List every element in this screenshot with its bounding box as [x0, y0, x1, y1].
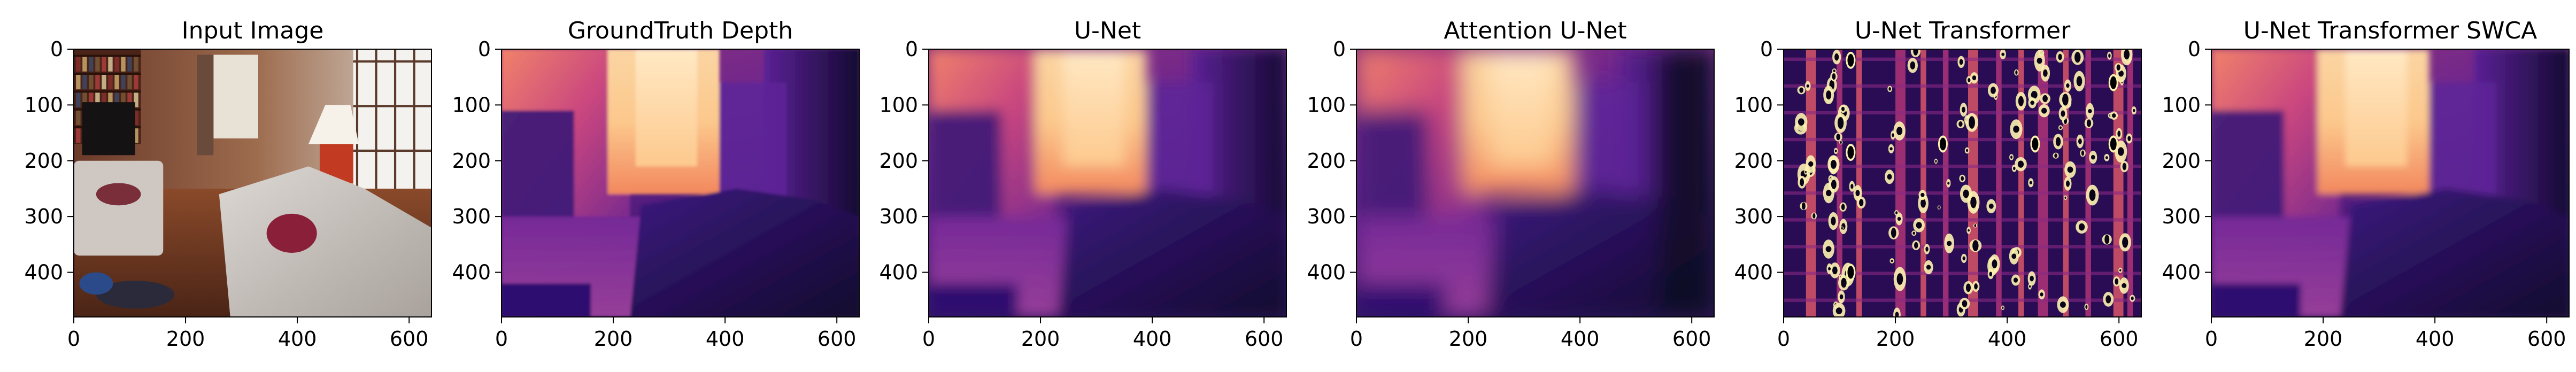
- y-tick-label: 400: [1734, 261, 1773, 284]
- y-tick-label: 400: [2162, 261, 2201, 284]
- panel-title: U-Net: [1074, 17, 1141, 44]
- x-tick-label: 0: [2205, 327, 2218, 351]
- x-tick-label: 400: [1988, 327, 2027, 351]
- x-tick-label: 0: [1777, 327, 1790, 351]
- panel-image: [929, 49, 1286, 317]
- y-tick-label: 0: [905, 37, 918, 61]
- x-tick-label: 400: [278, 327, 317, 351]
- axes-frame: [1783, 49, 2142, 317]
- axes-frame: [73, 49, 432, 317]
- panel-title: Input Image: [182, 17, 324, 44]
- x-tick-label: 0: [67, 327, 80, 351]
- y-tick-label: 300: [879, 205, 918, 228]
- x-tick-label: 0: [495, 327, 508, 351]
- axes-frame: [2211, 49, 2570, 317]
- y-tick-label: 300: [2162, 205, 2201, 228]
- x-tick-label: 0: [1350, 327, 1363, 351]
- y-tick-label: 100: [1307, 93, 1346, 117]
- y-tick-label: 100: [879, 93, 918, 117]
- y-tick-label: 100: [2162, 93, 2201, 117]
- panel-0: Input Image 0 200 400 600 0 100 200 300 400: [24, 17, 432, 351]
- y-tick-label: 0: [50, 37, 63, 61]
- y-tick-label: 200: [452, 149, 491, 173]
- panel-title: U-Net Transformer: [1855, 17, 2071, 44]
- x-tick-label: 200: [1021, 327, 1060, 351]
- panel-4: U-Net Transformer 0 200 400 600 0 100 200 300 400: [1734, 17, 2142, 351]
- x-tick-label: 600: [817, 327, 857, 351]
- panel-image: [74, 49, 431, 317]
- panel-3: Attention U-Net 0 200 400 600 0 100 200 300 400: [1307, 17, 1715, 351]
- x-tick-label: 200: [1876, 327, 1915, 351]
- x-tick-label: 200: [1449, 327, 1488, 351]
- axes-frame: [1356, 49, 1715, 317]
- y-tick-label: 200: [1307, 149, 1346, 173]
- axes-frame: [501, 49, 860, 317]
- x-tick-label: 200: [2304, 327, 2343, 351]
- y-tick-label: 0: [1333, 37, 1346, 61]
- panel-1: GroundTruth Depth 0 200 400 600 0 100 200 300 400: [452, 17, 860, 351]
- y-tick-label: 200: [1734, 149, 1773, 173]
- y-tick-label: 0: [478, 37, 491, 61]
- panel-5: U-Net Transformer SWCA 0 200 400 600 0 100 200 3…: [2162, 17, 2570, 351]
- panel-title: Attention U-Net: [1444, 17, 1626, 44]
- y-tick-label: 0: [1760, 37, 1773, 61]
- x-tick-label: 400: [1133, 327, 1172, 351]
- x-tick-label: 200: [166, 327, 205, 351]
- panel-image: [2211, 49, 2569, 317]
- y-tick-label: 400: [24, 261, 63, 284]
- y-tick-label: 400: [452, 261, 491, 284]
- panel-2: U-Net 0 200 400 600 0 100 200 300 400: [879, 17, 1287, 351]
- x-tick-label: 0: [922, 327, 935, 351]
- panel-title: U-Net Transformer SWCA: [2243, 17, 2538, 44]
- x-tick-label: 600: [1672, 327, 1711, 351]
- y-tick-label: 200: [24, 149, 63, 173]
- y-tick-label: 200: [879, 149, 918, 173]
- x-tick-label: 600: [2100, 327, 2139, 351]
- y-tick-label: 100: [452, 93, 491, 117]
- panel-image: [1356, 49, 1714, 317]
- x-tick-label: 200: [594, 327, 633, 351]
- x-tick-label: 400: [2416, 327, 2455, 351]
- y-tick-label: 400: [1307, 261, 1346, 284]
- panel-title: GroundTruth Depth: [568, 17, 793, 44]
- y-tick-label: 300: [1734, 205, 1773, 228]
- x-tick-label: 600: [390, 327, 429, 351]
- y-tick-label: 300: [452, 205, 491, 228]
- x-tick-label: 600: [1245, 327, 1284, 351]
- y-tick-label: 100: [1734, 93, 1773, 117]
- axes-frame: [928, 49, 1287, 317]
- y-tick-label: 0: [2188, 37, 2201, 61]
- y-tick-label: 100: [24, 93, 63, 117]
- panel-image: [502, 49, 859, 317]
- y-tick-label: 300: [24, 205, 63, 228]
- y-tick-label: 200: [2162, 149, 2201, 173]
- x-tick-label: 400: [1561, 327, 1600, 351]
- y-tick-label: 400: [879, 261, 918, 284]
- x-tick-label: 600: [2527, 327, 2566, 351]
- x-tick-label: 400: [706, 327, 745, 351]
- y-tick-label: 300: [1307, 205, 1346, 228]
- panel-image: [1784, 49, 2141, 317]
